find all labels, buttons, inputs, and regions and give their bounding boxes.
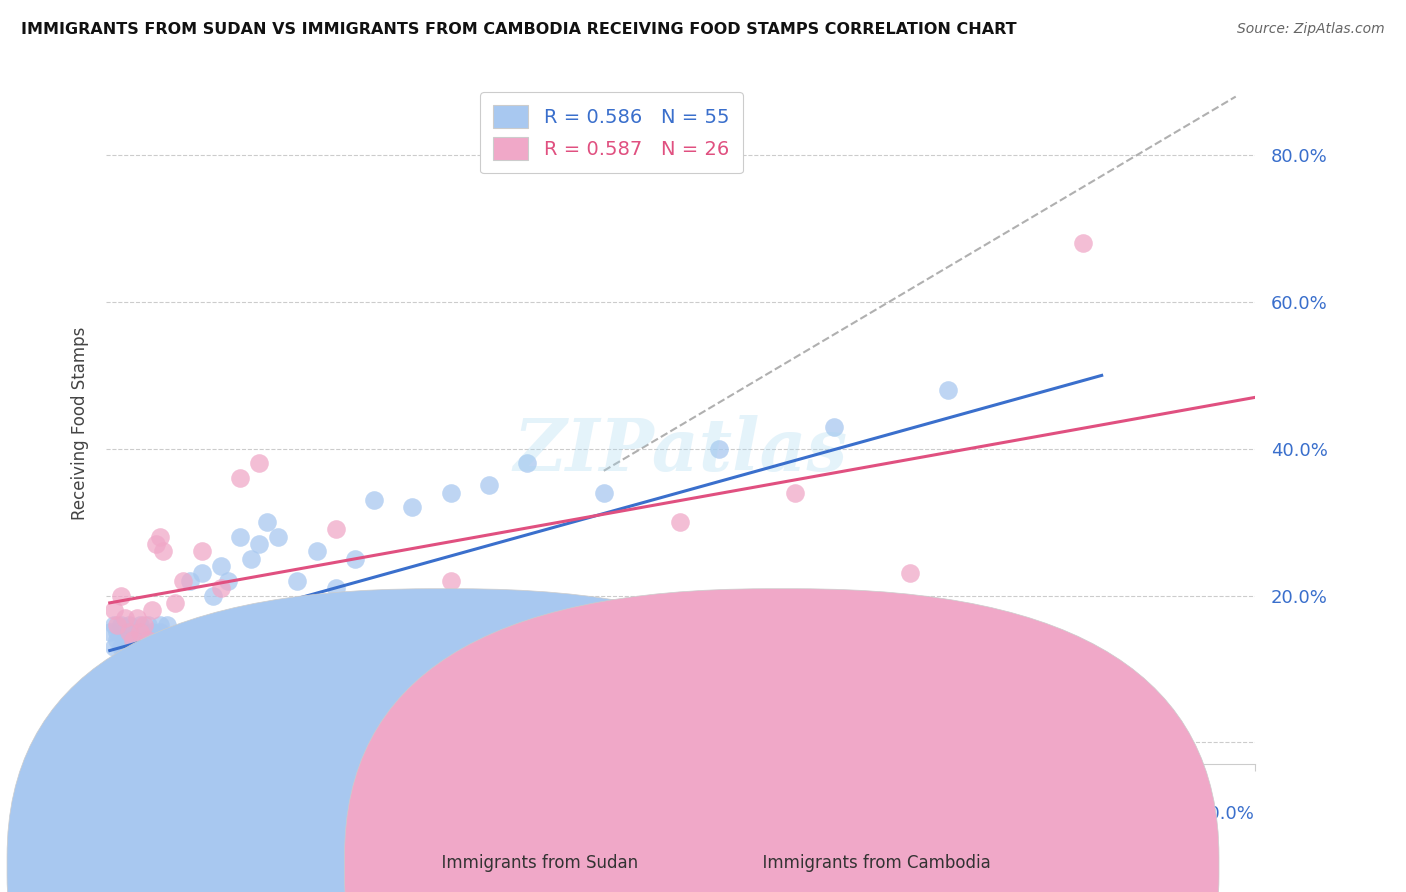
- Point: [121, 632, 143, 647]
- Point: [202, 589, 225, 603]
- Text: ZIPatlas: ZIPatlas: [513, 415, 848, 486]
- Point: [129, 618, 152, 632]
- Point: [898, 566, 921, 581]
- Point: [136, 632, 159, 647]
- Point: [105, 618, 128, 632]
- Point: [145, 537, 167, 551]
- Point: [114, 632, 136, 647]
- Point: [325, 581, 347, 595]
- Point: [152, 544, 174, 558]
- Point: [105, 632, 128, 647]
- Point: [172, 574, 194, 588]
- Point: [439, 485, 461, 500]
- Point: [156, 618, 179, 632]
- Point: [163, 596, 186, 610]
- Y-axis label: Receiving Food Stamps: Receiving Food Stamps: [72, 326, 89, 520]
- Point: [152, 640, 174, 654]
- Point: [121, 632, 143, 647]
- Text: 30.0%: 30.0%: [1198, 805, 1256, 823]
- Point: [247, 537, 270, 551]
- Point: [145, 632, 167, 647]
- Legend: R = 0.586   N = 55, R = 0.587   N = 26: R = 0.586 N = 55, R = 0.587 N = 26: [479, 92, 744, 173]
- Point: [148, 530, 170, 544]
- Point: [287, 574, 309, 588]
- Point: [134, 618, 156, 632]
- Point: [134, 640, 156, 654]
- Point: [103, 618, 125, 632]
- Point: [118, 625, 141, 640]
- Point: [190, 544, 212, 558]
- Text: Immigrants from Cambodia: Immigrants from Cambodia: [752, 855, 991, 872]
- Point: [305, 544, 328, 558]
- Point: [129, 625, 152, 640]
- Point: [1071, 236, 1094, 251]
- Text: 0.0%: 0.0%: [105, 805, 152, 823]
- Point: [110, 589, 132, 603]
- Point: [363, 493, 385, 508]
- Point: [110, 618, 132, 632]
- Point: [121, 640, 143, 654]
- Point: [136, 618, 159, 632]
- Text: Immigrants from Sudan: Immigrants from Sudan: [430, 855, 638, 872]
- Point: [118, 618, 141, 632]
- Point: [103, 603, 125, 617]
- Point: [152, 632, 174, 647]
- Point: [125, 625, 148, 640]
- Point: [110, 640, 132, 654]
- Point: [267, 530, 290, 544]
- Point: [148, 625, 170, 640]
- Point: [98, 625, 121, 640]
- Text: IMMIGRANTS FROM SUDAN VS IMMIGRANTS FROM CAMBODIA RECEIVING FOOD STAMPS CORRELAT: IMMIGRANTS FROM SUDAN VS IMMIGRANTS FROM…: [21, 22, 1017, 37]
- Point: [134, 625, 156, 640]
- Point: [114, 610, 136, 624]
- Point: [129, 632, 152, 647]
- Point: [707, 442, 730, 456]
- Point: [141, 603, 163, 617]
- Point: [163, 632, 186, 647]
- Point: [516, 457, 538, 471]
- Point: [343, 551, 366, 566]
- Point: [247, 457, 270, 471]
- Point: [229, 530, 252, 544]
- Point: [179, 574, 201, 588]
- Point: [118, 625, 141, 640]
- Point: [114, 647, 136, 661]
- Point: [439, 574, 461, 588]
- Point: [141, 625, 163, 640]
- Point: [217, 574, 239, 588]
- Point: [401, 500, 423, 515]
- Point: [823, 419, 845, 434]
- Point: [103, 640, 125, 654]
- Point: [136, 632, 159, 647]
- Point: [229, 471, 252, 485]
- Point: [105, 625, 128, 640]
- Point: [669, 515, 692, 529]
- Point: [209, 559, 232, 574]
- Point: [256, 515, 278, 529]
- Point: [325, 523, 347, 537]
- Text: Source: ZipAtlas.com: Source: ZipAtlas.com: [1237, 22, 1385, 37]
- Point: [190, 566, 212, 581]
- Point: [592, 485, 614, 500]
- Point: [240, 551, 263, 566]
- Point: [148, 618, 170, 632]
- Point: [141, 640, 163, 654]
- Point: [209, 581, 232, 595]
- Point: [125, 610, 148, 624]
- Point: [125, 647, 148, 661]
- Point: [938, 383, 960, 397]
- Point: [145, 647, 167, 661]
- Point: [785, 485, 807, 500]
- Point: [172, 625, 194, 640]
- Point: [478, 478, 501, 492]
